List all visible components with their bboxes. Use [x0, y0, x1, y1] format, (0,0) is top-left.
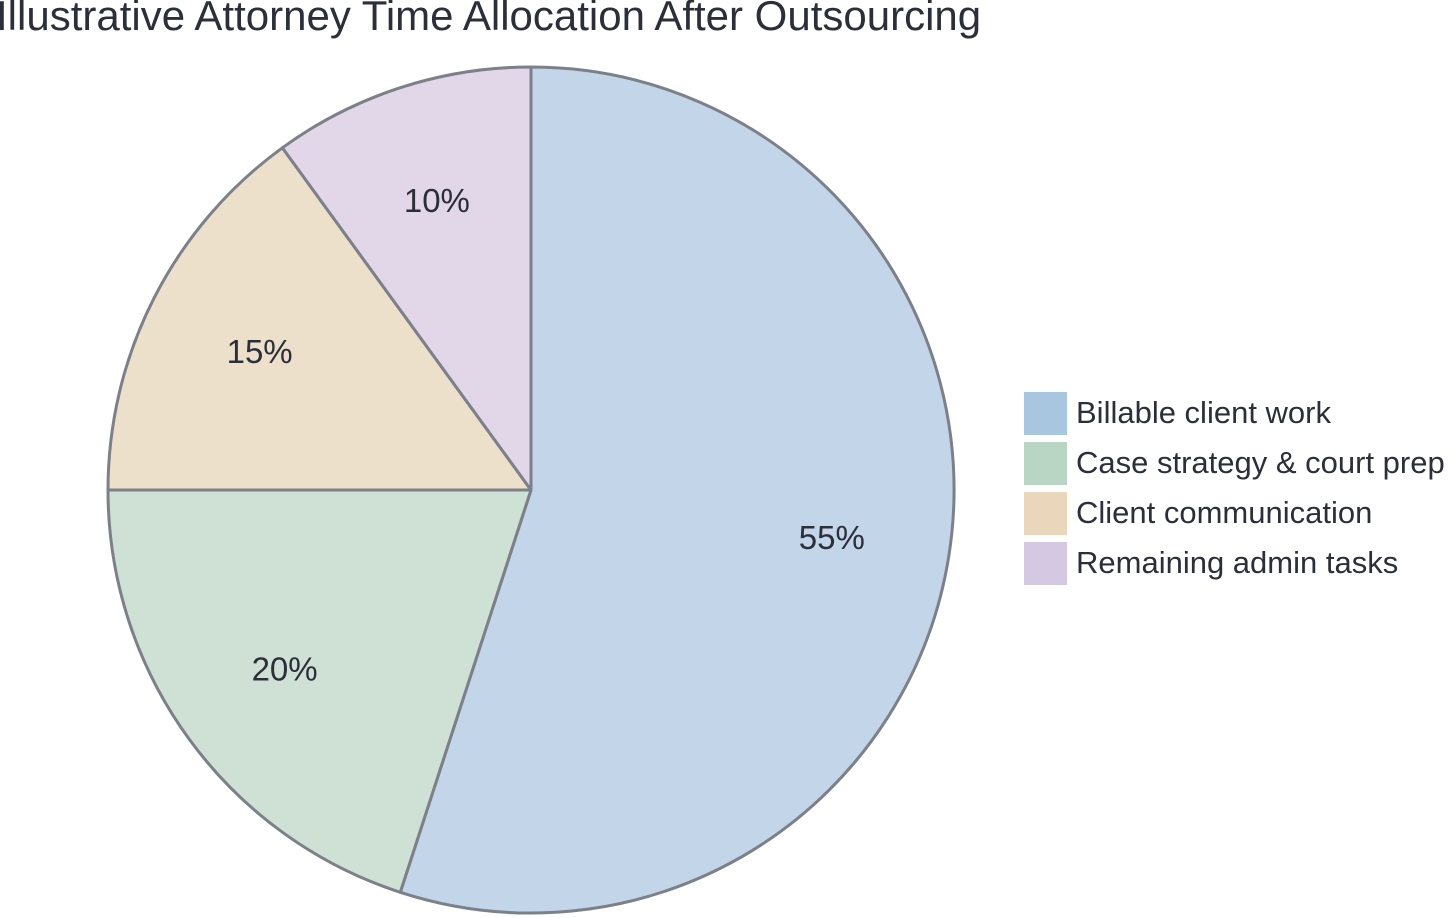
legend-item-billable-client-work[interactable]: Billable client work [1024, 388, 1445, 438]
pie-value-label-case-strategy-court-prep: 20% [252, 651, 318, 688]
pie-slices [106, 65, 956, 915]
pie-value-label-client-communication: 15% [227, 333, 293, 370]
legend-swatch [1024, 541, 1067, 585]
legend-label: Client communication [1076, 495, 1373, 530]
pie-slice-remaining-admin-tasks[interactable] [280, 65, 533, 492]
legend-label: Remaining admin tasks [1076, 545, 1399, 580]
legend-swatch [1024, 441, 1067, 485]
pie-value-labels: 55% 20% 15% 10% [227, 182, 865, 688]
chart-title: Illustrative Attorney Time Allocation Af… [0, 0, 982, 39]
legend-swatch [1024, 391, 1067, 435]
legend-swatch [1024, 491, 1067, 535]
legend: Billable client work Case strategy & cour… [1024, 388, 1445, 588]
pie-slice-billable-client-work[interactable] [398, 65, 956, 915]
legend-item-remaining-admin-tasks[interactable]: Remaining admin tasks [1024, 538, 1445, 588]
legend-item-client-communication[interactable]: Client communication [1024, 488, 1445, 538]
legend-item-case-strategy-court-prep[interactable]: Case strategy & court prep [1024, 438, 1445, 488]
legend-label: Case strategy & court prep [1076, 445, 1445, 480]
pie-slice-client-communication[interactable] [106, 146, 533, 492]
legend-label: Billable client work [1076, 395, 1331, 430]
pie-value-label-remaining-admin-tasks: 10% [404, 182, 470, 219]
pie-value-label-billable-client-work: 55% [799, 519, 865, 556]
pie-slice-case-strategy-court-prep[interactable] [106, 488, 533, 894]
